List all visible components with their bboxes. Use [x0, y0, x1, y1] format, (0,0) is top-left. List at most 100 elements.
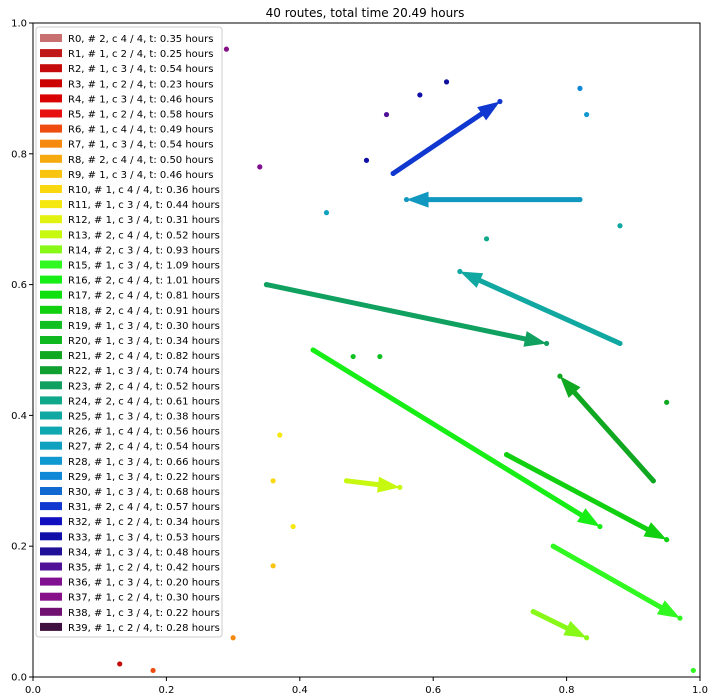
- legend-swatch-25: [40, 411, 62, 420]
- legend-swatch-23: [40, 381, 62, 390]
- legend-label-17: R17, # 2, c 4 / 4, t: 0.81 hours: [68, 291, 220, 302]
- y-tick-label-5: 1.0: [11, 19, 27, 30]
- point-1: [150, 667, 156, 674]
- route-arrow-shaft: [310, 347, 584, 518]
- point-16: [363, 157, 370, 163]
- route-start-point: [390, 170, 396, 177]
- legend-swatch-38: [40, 607, 62, 616]
- route-arrow-shaft: [530, 609, 570, 631]
- point-6: [290, 523, 296, 530]
- point-7: [350, 353, 356, 360]
- plot-area: [117, 46, 696, 674]
- route-arrow-shaft: [572, 390, 656, 484]
- point-2: [230, 635, 236, 641]
- legend-label-30: R30, # 1, c 3 / 4, t: 0.68 hours: [68, 487, 220, 498]
- legend-label-14: R14, # 2, c 3 / 4, t: 0.93 hours: [68, 245, 220, 256]
- route-end-point: [497, 98, 503, 105]
- x-tick-label-3: 0.6: [425, 685, 441, 696]
- legend-label-38: R38, # 1, c 3 / 4, t: 0.22 hours: [68, 608, 220, 619]
- chart-title: 40 routes, total time 20.49 hours: [266, 6, 465, 20]
- legend-swatch-31: [40, 502, 62, 511]
- point-12: [617, 223, 623, 229]
- route-start-point: [503, 452, 510, 458]
- legend-swatch-27: [40, 441, 62, 450]
- legend-swatch-22: [40, 366, 62, 375]
- route-start-point: [530, 609, 536, 615]
- point-4: [270, 478, 276, 484]
- route-start-point: [550, 543, 556, 549]
- legend-swatch-15: [40, 260, 62, 269]
- route-arrow-head: [656, 600, 680, 619]
- legend-label-9: R9, # 1, c 3 / 4, t: 0.46 hours: [68, 170, 213, 181]
- legend-swatch-16: [40, 275, 62, 284]
- legend-label-4: R4, # 1, c 3 / 4, t: 0.46 hours: [68, 94, 213, 105]
- legend-label-5: R5, # 1, c 2 / 4, t: 0.58 hours: [68, 110, 213, 121]
- legend-label-23: R23, # 2, c 4 / 4, t: 0.52 hours: [68, 381, 220, 392]
- legend-swatch-21: [40, 351, 62, 360]
- legend-label-2: R2, # 1, c 3 / 4, t: 0.54 hours: [68, 64, 213, 75]
- legend-swatch-29: [40, 471, 62, 480]
- route-arrow-head: [459, 271, 484, 288]
- legend-label-21: R21, # 2, c 4 / 4, t: 0.82 hours: [68, 351, 220, 362]
- legend-swatch-1: [40, 49, 62, 58]
- route-arrow-head: [563, 620, 587, 638]
- route-arrow-shaft: [390, 111, 485, 176]
- legend-swatch-18: [40, 305, 62, 314]
- legend-label-28: R28, # 1, c 3 / 4, t: 0.66 hours: [68, 457, 220, 468]
- route-arrow-head: [377, 476, 400, 493]
- legend-swatch-19: [40, 320, 62, 329]
- legend-swatch-13: [40, 230, 62, 239]
- legend-label-3: R3, # 1, c 2 / 4, t: 0.23 hours: [68, 79, 213, 90]
- route-arrow-shaft: [477, 278, 623, 346]
- legend-swatch-2: [40, 64, 62, 73]
- route-arrow-0: [390, 98, 503, 177]
- route-start-point: [343, 478, 350, 484]
- legend-label-37: R37, # 1, c 2 / 4, t: 0.30 hours: [68, 593, 220, 604]
- route-arrow-shaft: [550, 543, 664, 610]
- legend-swatch-6: [40, 124, 62, 133]
- y-tick-label-0: 0.0: [11, 673, 27, 684]
- x-tick-label-1: 0.2: [158, 685, 174, 696]
- legend-swatch-20: [40, 336, 62, 344]
- legend-swatch-39: [40, 622, 62, 631]
- route-arrow-6: [503, 452, 670, 543]
- legend-label-19: R19, # 1, c 3 / 4, t: 0.30 hours: [68, 321, 220, 332]
- y-tick-label-3: 0.6: [11, 280, 27, 291]
- route-end-point: [677, 615, 683, 621]
- axes: 0.0 0.2 0.4 0.6 0.8 1.0 0.0 0.2 0.4 0.6 0.8 1.0: [11, 19, 708, 697]
- point-9: [664, 399, 670, 405]
- route-end-point: [457, 268, 463, 275]
- route-arrow-8: [530, 609, 590, 641]
- route-arrow-1: [403, 191, 583, 208]
- route-end-point: [397, 484, 403, 490]
- legend-swatch-12: [40, 215, 62, 224]
- route-arrow-head: [559, 376, 581, 398]
- legend-label-12: R12, # 1, c 3 / 4, t: 0.31 hours: [68, 215, 220, 226]
- point-10: [690, 667, 696, 674]
- x-tick-label-5: 1.0: [692, 685, 708, 696]
- legend-label-34: R34, # 1, c 3 / 4, t: 0.48 hours: [68, 547, 220, 558]
- route-arrow-head: [477, 101, 500, 121]
- legend-label-15: R15, # 1, c 3 / 4, t: 1.09 hours: [68, 261, 220, 272]
- legend-swatch-10: [40, 185, 62, 193]
- route-start-point: [617, 340, 623, 347]
- legend-swatch-24: [40, 396, 62, 405]
- point-3: [270, 563, 276, 569]
- route-arrow-9: [343, 476, 403, 493]
- route-start-point: [577, 196, 583, 203]
- legend-swatch-28: [40, 456, 62, 465]
- route-arrow-2: [457, 268, 623, 347]
- point-18: [443, 79, 450, 85]
- legend-swatch-3: [40, 79, 62, 88]
- legend-swatch-5: [40, 109, 62, 118]
- y-tick-label-1: 0.2: [11, 542, 27, 553]
- legend-box: [35, 26, 223, 638]
- legend-label-31: R31, # 2, c 4 / 4, t: 0.57 hours: [68, 502, 220, 513]
- point-13: [323, 210, 330, 216]
- point-0: [117, 661, 123, 667]
- legend-label-16: R16, # 2, c 4 / 4, t: 1.01 hours: [68, 276, 220, 287]
- legend-swatch-14: [40, 245, 62, 254]
- route-arrow-shaft: [504, 452, 650, 532]
- y-tick-label-2: 0.4: [11, 411, 27, 422]
- legend-label-6: R6, # 1, c 4 / 4, t: 0.49 hours: [68, 125, 213, 136]
